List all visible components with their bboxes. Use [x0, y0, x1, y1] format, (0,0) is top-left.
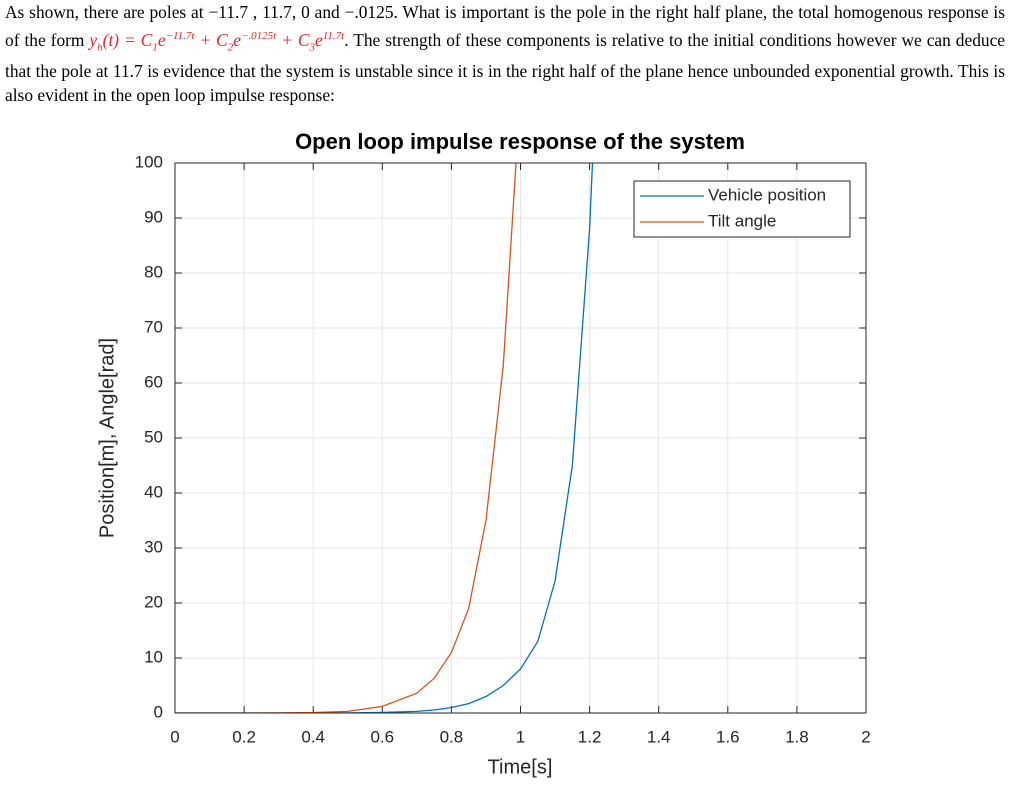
formula-sup: −11.7t: [165, 30, 195, 42]
formula-part: y: [89, 29, 98, 50]
chart-title: Open loop impulse response of the system: [295, 129, 745, 154]
x-tick-label: 0.2: [232, 727, 256, 746]
formula-sub: 1: [152, 41, 158, 54]
y-tick-label: 80: [144, 262, 163, 281]
formula-sub: 2: [227, 41, 234, 54]
formula-part: + C: [194, 29, 228, 50]
y-axis-label: Position[m], Angle[rad]: [96, 338, 118, 538]
formula: yh(t) = C1e−11.7t + C2e−.0125t + C3e11.7…: [89, 29, 345, 54]
text: As shown, there are poles at −11.7 , 11.…: [5, 2, 1005, 50]
formula-part: (t) =: [102, 29, 141, 50]
x-tick-label: 1: [516, 727, 525, 746]
y-tick-label: 30: [144, 537, 163, 556]
formula-sup: 11.7t: [322, 30, 345, 42]
x-tick-label: 1.2: [578, 727, 602, 746]
x-tick-label: 2: [861, 727, 870, 746]
formula-part: e: [233, 29, 241, 50]
formula-part: C: [140, 29, 153, 50]
y-tick-label: 10: [144, 647, 163, 666]
paragraph: As shown, there are poles at −11.7 , 11.…: [5, 0, 1005, 107]
y-tick-label: 50: [144, 427, 163, 446]
x-tick-label: 1.4: [647, 727, 671, 746]
formula-part: e: [315, 29, 323, 50]
chart: Open loop impulse response of the system…: [96, 129, 870, 778]
x-tick-label: 0.4: [301, 727, 325, 746]
y-tick-label: 0: [154, 702, 163, 721]
formula-sub: h: [97, 41, 103, 54]
formula-sub: 3: [309, 41, 316, 54]
formula-sup: −.0125t: [241, 30, 277, 42]
axes-box: [174, 162, 867, 714]
data-line: [175, 163, 594, 713]
x-axis-label: Time[s]: [488, 756, 553, 778]
y-tick-label: 70: [144, 317, 163, 336]
y-tick-label: 90: [144, 207, 163, 226]
legend-box: [633, 180, 851, 238]
x-tick-label: 0.8: [440, 727, 464, 746]
x-tick-label: 1.6: [716, 727, 740, 746]
y-tick-label: 100: [135, 152, 163, 171]
y-tick-label: 40: [144, 482, 163, 501]
x-tick-label: 0.6: [370, 727, 394, 746]
x-tick-label: 0: [170, 727, 179, 746]
text: . The strength of these components is re…: [5, 29, 1006, 106]
y-tick-label: 60: [144, 372, 163, 391]
formula-part: + C: [276, 29, 310, 50]
data-line: [175, 163, 517, 713]
formula-part: e: [157, 29, 166, 50]
x-tick-label: 1.8: [785, 727, 809, 746]
legend-label: Vehicle position: [708, 185, 826, 204]
y-tick-label: 20: [144, 592, 163, 611]
legend-label: Tilt angle: [708, 211, 776, 230]
